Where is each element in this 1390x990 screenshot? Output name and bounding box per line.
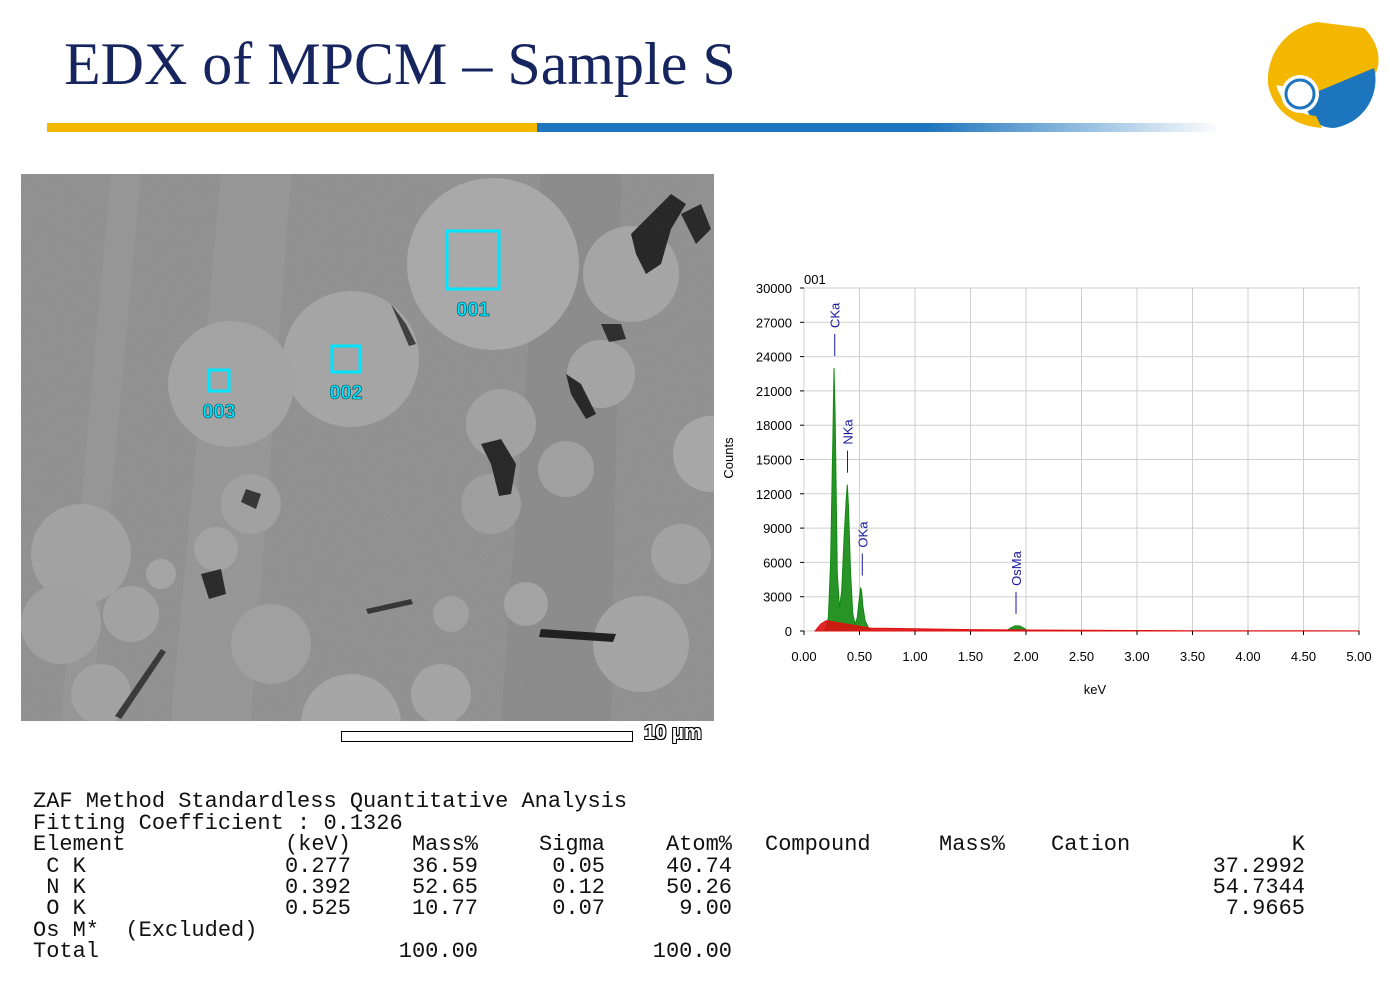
row-kev: 0.277 [284,854,351,879]
x-tick-label: 0.50 [847,649,872,664]
y-tick-label: 21000 [756,384,792,399]
x-tick-label: 2.00 [1013,649,1038,664]
row-element: O K [33,896,86,921]
y-tick-label: 15000 [756,453,792,468]
scale-bar [341,731,633,742]
row-atom: 40.74 [665,854,732,879]
y-tick-label: 12000 [756,487,792,502]
excluded-line: Os M* (Excluded) [33,918,258,943]
scale-bar-label: 10 μm [644,722,702,744]
slide-title: EDX of MPCM – Sample S [64,31,736,97]
header-compound: Compound [765,832,871,857]
header-atom: Atom% [665,832,732,857]
peak-label: OsMa [1009,550,1024,585]
header-k: K [1291,832,1305,857]
y-tick-label: 24000 [756,350,792,365]
sem-micrograph: 001 002 003 [21,174,714,721]
row-mass: 36.59 [411,854,478,879]
y-tick-label: 6000 [763,555,792,570]
x-tick-label: 3.50 [1180,649,1205,664]
fitting-coefficient-line: Fitting Coefficient : 0.1326 [33,811,403,836]
row-sigma: 0.05 [552,854,605,879]
header-mass: Mass% [411,832,478,857]
total-atom: 100.00 [652,939,732,964]
y-tick-label: 0 [785,624,792,639]
analysis-method-line: ZAF Method Standardless Quantitative Ana… [33,789,628,814]
y-tick-label: 9000 [763,521,792,536]
y-tick-label: 3000 [763,590,792,605]
row-element: N K [33,875,86,900]
header-mass2: Mass% [939,832,1006,857]
region-frame-001[interactable] [445,229,501,291]
peak-label: OKa [855,521,870,548]
chart-grid [803,287,1360,632]
y-axis-label: Counts [721,437,736,479]
peak-label: NKa [841,419,856,445]
chart-peak-labels: CKa NKa OKa OsMa [828,302,1024,614]
row-k: 37.2992 [1212,854,1305,879]
row-mass: 52.65 [411,875,478,900]
ginkgo-leaf-logo-icon [1267,22,1379,128]
header-element: Element [33,832,126,857]
region-frame-002[interactable] [330,344,362,374]
row-kev: 0.392 [284,875,351,900]
chart-title: 001 [804,272,826,287]
x-axis-label: keV [1084,682,1107,697]
row-k: 7.9665 [1225,896,1305,921]
row-atom: 50.26 [665,875,732,900]
row-sigma: 0.07 [552,896,605,921]
region-label-002: 002 [329,382,362,404]
row-element: C K [33,854,86,879]
row-sigma: 0.12 [552,875,605,900]
row-k: 54.7344 [1212,875,1305,900]
total-mass: 100.00 [398,939,478,964]
region-frame-003[interactable] [207,368,231,393]
header-sigma: Sigma [538,832,605,857]
title-underline-bar [47,123,1222,132]
spectrum-series-area [814,620,1360,632]
spectrum-series-area [823,367,872,632]
y-tick-label: 27000 [756,315,792,330]
region-label-001: 001 [456,299,489,321]
edx-spectrum-chart: 001 Counts keV 0.00 0.50 1.00 1.50 2.00 2.50 3… [721,272,1372,697]
row-kev: 0.525 [284,896,351,921]
peak-label: CKa [828,302,843,328]
y-tick-label: 18000 [756,418,792,433]
x-tick-label: 3.00 [1124,649,1149,664]
header-kev: (keV) [284,832,351,857]
row-atom: 9.00 [679,896,732,921]
chart-series [814,367,1360,632]
x-tick-label: 2.50 [1069,649,1094,664]
x-tick-label: 4.00 [1235,649,1260,664]
region-label-003: 003 [202,401,235,423]
x-tick-label: 1.50 [958,649,983,664]
header-cation: Cation [1051,832,1131,857]
row-mass: 10.77 [411,896,478,921]
chart-ticks: 0.00 0.50 1.00 1.50 2.00 2.50 3.00 3.50 4.00 4.50… [756,281,1372,664]
x-tick-label: 5.00 [1346,649,1371,664]
x-tick-label: 1.00 [902,649,927,664]
y-tick-label: 30000 [756,281,792,296]
total-label: Total [33,939,100,964]
quantitative-analysis-table: ZAF Method Standardless Quantitative Ana… [33,789,1333,964]
x-tick-label: 0.00 [791,649,816,664]
x-tick-label: 4.50 [1291,649,1316,664]
